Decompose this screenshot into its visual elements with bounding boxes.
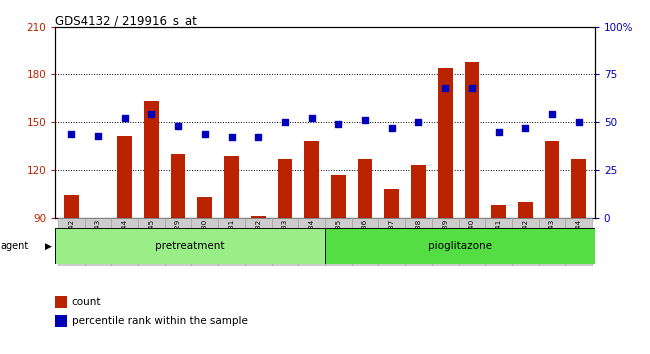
Text: GSM201842: GSM201842 [523, 219, 528, 263]
Text: GSM201841: GSM201841 [495, 219, 502, 263]
Point [146, 112, 157, 117]
Bar [545, 141, 560, 218]
Text: GSM201840: GSM201840 [469, 219, 475, 263]
Text: GSM201839: GSM201839 [442, 219, 448, 263]
Bar [325, 218, 352, 266]
Text: GSM201837: GSM201837 [389, 219, 395, 263]
Text: GSM201545: GSM201545 [148, 219, 155, 263]
Bar [539, 218, 566, 266]
Bar [224, 156, 239, 218]
Bar [432, 218, 458, 266]
Bar [58, 218, 84, 266]
Text: GSM201829: GSM201829 [175, 219, 181, 263]
Point [467, 85, 477, 91]
Text: ▶: ▶ [45, 241, 52, 251]
Bar [198, 197, 212, 218]
Point [200, 131, 210, 136]
Text: count: count [72, 297, 101, 307]
Bar [111, 218, 138, 266]
Bar [411, 165, 426, 218]
Point [226, 135, 237, 140]
Point [280, 119, 290, 125]
Bar [245, 218, 272, 266]
Point [360, 118, 370, 123]
Text: GSM201832: GSM201832 [255, 219, 261, 263]
Bar [164, 218, 192, 266]
Bar [486, 218, 512, 266]
Bar [144, 101, 159, 218]
Point [547, 112, 557, 117]
Bar [518, 202, 532, 218]
Bar [278, 159, 292, 218]
Bar [171, 154, 185, 218]
Bar [251, 216, 266, 218]
Bar [325, 228, 595, 264]
Text: GSM201830: GSM201830 [202, 219, 208, 263]
Bar [331, 175, 346, 218]
Point [573, 119, 584, 125]
Point [333, 121, 344, 127]
Text: GSM201843: GSM201843 [549, 219, 555, 263]
Text: percentile rank within the sample: percentile rank within the sample [72, 316, 248, 326]
Point [493, 129, 504, 135]
Point [66, 131, 77, 136]
Point [413, 119, 424, 125]
Point [520, 125, 530, 131]
Bar [405, 218, 432, 266]
Bar [384, 189, 399, 218]
Point [253, 135, 263, 140]
Text: GSM201835: GSM201835 [335, 219, 341, 263]
Bar [571, 159, 586, 218]
Text: pioglitazone: pioglitazone [428, 241, 492, 251]
Bar [64, 195, 79, 218]
Text: GSM201834: GSM201834 [309, 219, 315, 263]
Bar [272, 218, 298, 266]
Point [440, 85, 450, 91]
Bar [438, 68, 452, 218]
Bar [378, 218, 405, 266]
Bar [352, 218, 378, 266]
Text: GSM201844: GSM201844 [576, 219, 582, 263]
Text: GSM201544: GSM201544 [122, 219, 127, 263]
Bar [512, 218, 539, 266]
Bar [192, 218, 218, 266]
Point [387, 125, 397, 131]
Bar [84, 218, 111, 266]
Point [93, 133, 103, 138]
Text: agent: agent [1, 241, 29, 251]
Text: GSM201833: GSM201833 [282, 219, 288, 263]
Text: GSM201543: GSM201543 [95, 219, 101, 263]
Bar [298, 218, 325, 266]
Bar [491, 205, 506, 218]
Point [173, 123, 183, 129]
Text: GSM201542: GSM201542 [68, 219, 74, 263]
Bar [465, 62, 479, 218]
Text: GSM201831: GSM201831 [229, 219, 235, 263]
Bar [118, 137, 132, 218]
Bar [458, 218, 486, 266]
Bar [358, 159, 372, 218]
Point [120, 115, 130, 121]
Bar [138, 218, 164, 266]
Bar [304, 141, 319, 218]
Text: GDS4132 / 219916_s_at: GDS4132 / 219916_s_at [55, 14, 197, 27]
Text: GSM201836: GSM201836 [362, 219, 368, 263]
Bar [566, 218, 592, 266]
Text: pretreatment: pretreatment [155, 241, 225, 251]
Text: GSM201838: GSM201838 [415, 219, 421, 263]
Bar [218, 218, 245, 266]
Point [306, 115, 317, 121]
Bar [55, 228, 325, 264]
